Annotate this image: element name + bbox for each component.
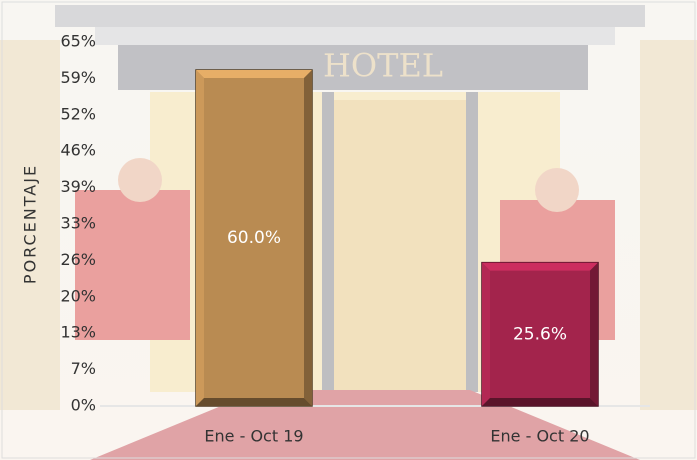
y-tick-label: 13% — [60, 323, 96, 342]
data-label: 25.6% — [513, 324, 567, 344]
y-tick-label: 39% — [60, 177, 96, 196]
hotel-sign: HOTEL — [323, 47, 443, 85]
y-tick-label: 26% — [60, 250, 96, 269]
y-tick-label: 46% — [60, 141, 96, 160]
bar — [481, 261, 599, 407]
y-axis-label: PORCENTAJE — [21, 164, 40, 284]
y-tick-label: 65% — [60, 32, 96, 51]
y-tick-label: 0% — [71, 396, 96, 415]
y-tick-label: 52% — [60, 104, 96, 123]
x-tick-label: Ene - Oct 20 — [490, 427, 589, 446]
bar-bevel — [196, 70, 204, 406]
y-tick-label: 20% — [60, 286, 96, 305]
y-tick-label: 59% — [60, 68, 96, 87]
bar-bevel — [482, 262, 490, 406]
bar-bevel — [482, 398, 598, 406]
bar-bevel — [196, 70, 312, 78]
y-tick-label: 7% — [71, 359, 96, 378]
bar-bevel — [304, 70, 312, 406]
bar-bevel — [196, 398, 312, 406]
x-tick-label: Ene - Oct 19 — [204, 427, 303, 446]
bar-bevel — [590, 262, 598, 406]
bar-bevel — [482, 262, 598, 271]
data-label: 60.0% — [227, 228, 281, 248]
y-tick-label: 33% — [60, 214, 96, 233]
